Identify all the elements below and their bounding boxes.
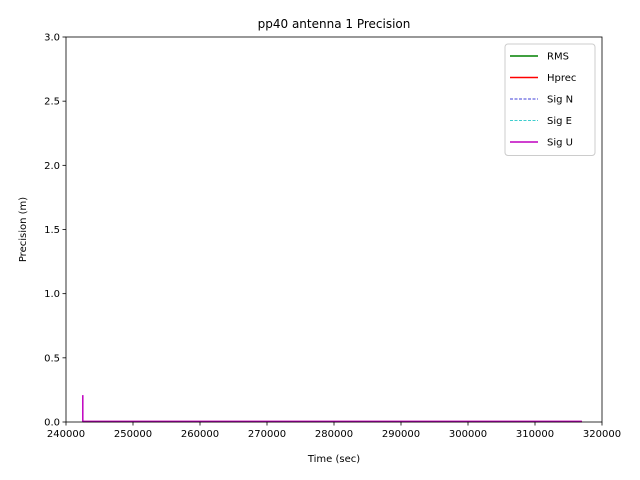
x-axis: 240000 250000 260000 270000 280000 290000 3000… (47, 422, 621, 440)
x-tick-label: 240000 (47, 429, 85, 440)
legend-label: Sig E (547, 116, 572, 127)
series-sig-u-line (82, 395, 582, 423)
legend: RMS Hprec Sig N Sig E Sig U (504, 43, 596, 156)
chart-title: pp40 antenna 1 Precision (258, 17, 411, 31)
y-tick-label: 2.0 (44, 161, 60, 172)
x-tick-label: 260000 (181, 429, 219, 440)
x-tick-label: 290000 (382, 429, 420, 440)
legend-label: Hprec (547, 73, 576, 84)
y-axis-label: Precision (m) (18, 197, 29, 262)
legend-label: RMS (547, 52, 569, 63)
y-tick-label: 0.0 (44, 418, 60, 429)
x-tick-label: 280000 (315, 429, 353, 440)
y-axis: 0.0 0.5 1.0 1.5 2.0 2.5 3.0 (44, 33, 66, 429)
y-tick-label: 3.0 (44, 33, 60, 44)
x-tick-label: 320000 (583, 429, 621, 440)
x-tick-label: 250000 (114, 429, 152, 440)
x-tick-label: 310000 (516, 429, 554, 440)
y-tick-label: 2.5 (44, 97, 60, 108)
legend-label: Sig N (547, 95, 573, 106)
legend-label: Sig U (547, 138, 573, 149)
x-axis-label: Time (sec) (307, 454, 360, 465)
x-tick-label: 270000 (248, 429, 286, 440)
y-tick-label: 1.5 (44, 225, 60, 236)
y-tick-label: 1.0 (44, 289, 60, 300)
legend-box (504, 43, 596, 156)
x-tick-label: 300000 (449, 429, 487, 440)
y-tick-label: 0.5 (44, 353, 60, 364)
